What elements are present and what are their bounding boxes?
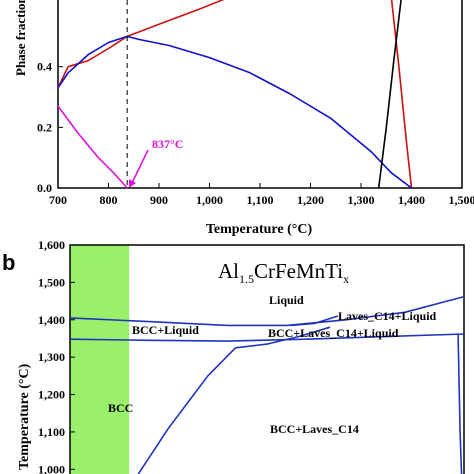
- panel-a-y-ticks: 0.0 0.2 0.4: [37, 60, 63, 195]
- a-series-line-2: [57, 35, 412, 189]
- a-y-tick-label: 0.4: [37, 60, 52, 74]
- title-sub-x: x: [343, 272, 349, 286]
- region-bcc-liquid: BCC+Liquid: [132, 323, 199, 337]
- b-boundary-line-2: [290, 315, 339, 327]
- b-y-tick-label: 1,000: [38, 462, 65, 474]
- panel-a-series: [57, 0, 413, 189]
- b-y-tick-label: 1,400: [38, 313, 65, 327]
- region-bcc: BCC: [108, 401, 133, 415]
- annotation-text: 837°C: [152, 137, 183, 151]
- a-y-tick-label: 0.2: [37, 120, 52, 134]
- a-x-tick-label: 1,300: [348, 193, 375, 207]
- a-x-tick-label: 1,000: [196, 193, 223, 207]
- b-boundary-line-0: [69, 295, 465, 327]
- b-y-tick-label: 1,100: [38, 425, 65, 439]
- title-sub-1: 1.5: [239, 272, 254, 286]
- panel-a-x-ticks: 700 800 900 1,000 1,100 1,200 1,300 1,400 1,500: [49, 183, 474, 207]
- a-x-tick-label: 700: [49, 193, 67, 207]
- region-liquid: Liquid: [269, 293, 304, 307]
- b-boundary-line-3: [235, 326, 331, 349]
- panel-b-label: b: [2, 250, 15, 275]
- b-y-tick-label: 1,600: [38, 238, 65, 252]
- a-series-line-4: [377, 0, 402, 189]
- b-y-tick-label: 1,200: [38, 388, 65, 402]
- panel-a: 0.0 0.2 0.4 700 800 900 1,000 1,100 1,200 1,300 1…: [13, 0, 474, 237]
- region-bcc-laves-liquid: BCC+Laves_C14+Liquid: [268, 326, 399, 340]
- panel-b-phase-boundaries: [69, 295, 465, 474]
- b-boundary-line-4: [137, 347, 237, 474]
- b-y-tick-label: 1,500: [38, 275, 65, 289]
- a-series-line-3: [57, 105, 128, 189]
- bcc-single-phase-region: [70, 245, 130, 474]
- a-x-tick-label: 1,500: [449, 193, 474, 207]
- annotation-arrowhead: [129, 179, 136, 188]
- a-series-line-1: [390, 0, 413, 189]
- panel-b-frame: [69, 244, 465, 474]
- region-laves-liquid: Laves_C14+Liquid: [338, 309, 437, 323]
- title-mid: CrFeMnTi: [254, 259, 343, 283]
- panel-a-y-axis-label: Phase fraction: [13, 0, 28, 76]
- a-x-tick-label: 800: [100, 193, 118, 207]
- panel-b-title: Al1.5CrFeMnTix: [218, 259, 349, 286]
- b-boundary-line-5: [457, 333, 463, 474]
- a-series-line-0: [57, 0, 225, 89]
- a-y-tick-label: 0.0: [37, 181, 52, 195]
- panel-b: b 1,000 1,100 1,200 1,300 1,400 1,500 1,600 Al…: [2, 238, 465, 474]
- region-bcc-laves: BCC+Laves_C14: [270, 422, 359, 436]
- title-al: Al: [218, 259, 239, 283]
- a-x-tick-label: 1,400: [398, 193, 425, 207]
- panel-b-y-axis-label: Temperature (°C): [17, 363, 32, 470]
- annotation-837: 837°C: [129, 137, 183, 188]
- b-boundary-line-1: [69, 333, 465, 342]
- panel-a-x-axis-label: Temperature (°C): [206, 222, 313, 237]
- a-x-tick-label: 1,100: [247, 193, 274, 207]
- b-y-tick-label: 1,300: [38, 350, 65, 364]
- a-x-tick-label: 1,200: [297, 193, 324, 207]
- annotation-arrow: [131, 149, 149, 184]
- panel-b-y-ticks: 1,000 1,100 1,200 1,300 1,400 1,500 1,600: [38, 238, 75, 474]
- a-x-tick-label: 900: [150, 193, 168, 207]
